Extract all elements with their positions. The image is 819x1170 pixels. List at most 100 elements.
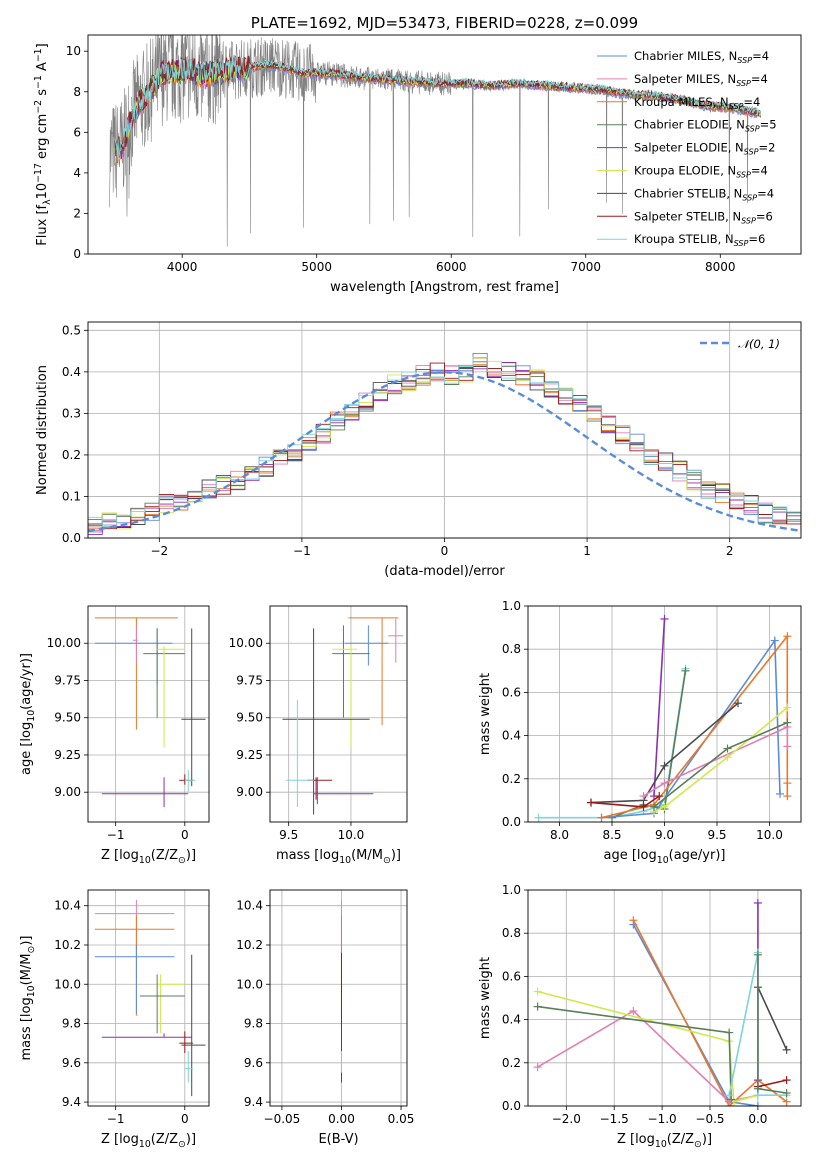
y-axis-label-part: (M/M: [19, 954, 34, 986]
tick-label-y: 10.4: [54, 899, 81, 913]
x-axis-label-part: (age/yr)]: [669, 848, 726, 863]
legend-label: Salpeter STELIB, NSSP=6: [634, 209, 773, 225]
mass-weight-line-salpeter_miles: [537, 1010, 759, 1103]
mass-weight-line-chabrier_miles: [632, 924, 759, 1106]
mass-weight-line-chabrier_miles: [601, 638, 781, 819]
tick-label-y: 0.4: [502, 1013, 521, 1027]
tick-label-y: 10.2: [236, 938, 263, 952]
tick-label-y: 9.50: [54, 711, 81, 725]
legend-label-part: , N: [720, 164, 736, 178]
tick-label-x: 6000: [436, 260, 467, 274]
legend-label-part: ELODIE: [678, 164, 720, 178]
legend-label-part: MILES: [678, 95, 712, 109]
tick-label-y: 9.50: [236, 711, 263, 725]
y-axis-label-part: s: [35, 89, 50, 100]
tick-label-y: 6: [73, 125, 81, 139]
legend-label-part: 4: [761, 72, 768, 86]
legend-label-part: MILES: [686, 72, 720, 86]
legend-label-part: SSP: [742, 193, 757, 202]
x-axis-label-part: Z [log: [101, 848, 139, 863]
legend-label-part: =: [756, 209, 766, 223]
y-axis-label-part: A: [35, 62, 50, 75]
legend-label-part: SSP: [737, 56, 752, 65]
tick-label-y: 9.00: [236, 785, 263, 799]
axes-frame: [269, 889, 408, 1107]
tick-label-y: 0.6: [502, 685, 521, 699]
tick-label-x: −1: [107, 1112, 125, 1126]
tick-label-x: −1.0: [648, 1112, 677, 1126]
x-axis-label-part: age [log: [604, 848, 657, 863]
x-axis-label: E(B-V): [318, 1132, 358, 1147]
axes-mass_weight_vs_age: 8.0 8.5 9.0 9.5 10.0 0.0 0.2 0.4 0.6 0.8 1.0 age [l…: [478, 599, 802, 866]
tick-label-y: 0.5: [62, 323, 81, 337]
legend-label-part: Salpeter: [634, 72, 683, 86]
tick-label-y: 1.0: [502, 883, 521, 897]
legend-label-part: =: [752, 49, 762, 63]
y-axis-label-part: )]: [19, 936, 34, 946]
x-axis-label-part: 10: [657, 855, 669, 866]
y-axis-label-part: −1: [33, 48, 44, 62]
legend-label-part: =: [751, 164, 761, 178]
x-axis-label-part: 10: [339, 855, 351, 866]
legend-label-part: SSP: [736, 79, 751, 88]
legend-label-part: STELIB: [687, 186, 726, 200]
axes-mass_vs_Z: −1 09.49.69.810.010.210.4Z [log10(Z/Z⊙)]m…: [19, 889, 210, 1150]
tick-label-x: 0: [441, 544, 449, 558]
tick-label-x: −2: [150, 544, 168, 558]
y-axis-label-part: −2: [33, 100, 44, 114]
x-axis-label-part: (Z/Z: [151, 1132, 178, 1147]
x-axis-label-part: ⊙: [178, 855, 186, 866]
tick-label-x: −2.0: [552, 1112, 581, 1126]
legend-label-part: SSP: [729, 102, 744, 111]
x-axis-label-part: (Z/Z: [667, 1132, 694, 1147]
x-axis-label-part: 10: [655, 1139, 667, 1150]
legend-label-part: , N: [721, 49, 737, 63]
plot-area: [534, 614, 792, 822]
plot-area: [94, 617, 206, 808]
axes-frame: [87, 889, 210, 1107]
y-axis-label-part: 10: [26, 985, 37, 997]
x-axis-label-part: Z [log: [101, 1132, 139, 1147]
y-axis-label-part: 10: [35, 183, 50, 200]
y-axis-label-part: λ: [42, 199, 53, 205]
legend-label-part: MILES: [687, 49, 721, 63]
legend-label-part: Chabrier: [634, 186, 684, 200]
tick-label-y: 9.75: [236, 673, 263, 687]
tick-label-y: 0.4: [502, 729, 521, 743]
legend-label-part: 4: [762, 49, 769, 63]
legend-label-part: ELODIE: [686, 141, 728, 155]
x-axis-label-part: Z [log: [617, 1132, 655, 1147]
legend-label-part: =: [757, 186, 767, 200]
tick-label-x: 10.0: [338, 828, 365, 842]
legend-label-part: Chabrier: [634, 49, 684, 63]
tick-label-y: 9.4: [62, 1095, 81, 1109]
tick-label-y: 10.0: [236, 977, 263, 991]
tick-label-y: 9.75: [54, 673, 81, 687]
y-axis-label-part: erg cm: [35, 114, 50, 163]
x-axis-label-part: 10: [139, 855, 151, 866]
tick-label-y: 10.2: [54, 938, 81, 952]
legend-label-part: ELODIE: [687, 118, 729, 132]
tick-label-x: 0.00: [328, 1112, 355, 1126]
y-axis-label: Normed distribution: [35, 365, 50, 495]
gaussian-reference-curve: [88, 371, 801, 532]
tick-label-x: −0.05: [264, 1112, 301, 1126]
legend-label-part: Kroupa: [634, 95, 675, 109]
legend-label: Kroupa MILES, NSSP=4: [634, 95, 760, 111]
y-axis-label-part: mass [log: [19, 997, 34, 1060]
mass-weight-line-salpeter_stelib: [757, 1079, 787, 1088]
tick-label-x: −1: [107, 828, 125, 842]
axes-mass_vs_ebv: −0.05 0.00 0.05 9.4 9.6 9.8 10.0 10.2 10.4 E(B-V): [236, 889, 414, 1147]
residual-histogram-kroupa_stelib: [88, 357, 801, 527]
x-axis-label-part: (Z/Z: [151, 848, 178, 863]
y-axis-label-part: age [log: [19, 722, 34, 775]
tick-label-y: 10: [66, 44, 81, 58]
tick-label-y: 0.8: [502, 926, 521, 940]
x-axis-label: Z [log10(Z/Z⊙)]: [101, 1132, 196, 1150]
tick-label-y: 0.1: [62, 489, 81, 503]
legend-label-part: 2: [768, 141, 775, 155]
tick-label-x: 8.5: [602, 828, 621, 842]
legend-label: Chabrier STELIB, NSSP=4: [634, 186, 774, 202]
tick-label-y: 9.25: [54, 748, 81, 762]
